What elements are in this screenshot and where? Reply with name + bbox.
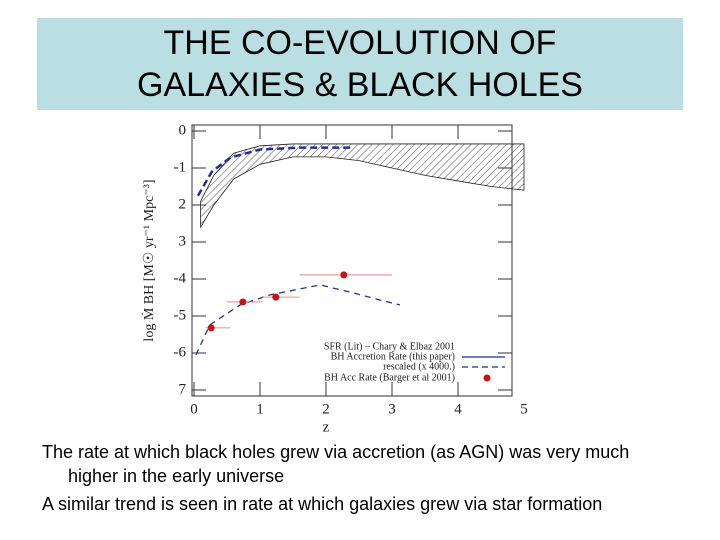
y-tick-label: 7 xyxy=(179,381,187,397)
data-point xyxy=(272,293,280,301)
y-tick-label: -6 xyxy=(174,344,187,360)
y-tick-label: 2 xyxy=(179,196,187,212)
legend-swatch xyxy=(483,374,491,382)
data-point xyxy=(207,324,215,332)
slide-title: THE CO-EVOLUTION OF GALAXIES & BLACK HOL… xyxy=(37,22,683,106)
legend-label: BH Accretion Rate (this paper) xyxy=(331,351,455,362)
y-tick-label: 0 xyxy=(179,122,187,138)
x-tick-label: 5 xyxy=(520,401,528,417)
x-axis-label: z xyxy=(323,419,330,435)
y-axis-label: log Ṁ BH [M☉ yr⁻¹ Mpc⁻³] xyxy=(141,179,157,341)
legend-label: rescaled (x 4000.) xyxy=(383,361,455,372)
title-line: THE CO-EVOLUTION OF xyxy=(163,24,557,62)
plot-frame xyxy=(191,124,513,397)
sfr-band xyxy=(200,143,525,229)
title-line: GALAXIES & BLACK HOLES xyxy=(137,66,583,104)
bullet-list: The rate at which black holes grew via a… xyxy=(42,440,682,520)
x-tick-label: 1 xyxy=(256,401,264,417)
data-point xyxy=(239,298,247,306)
legend-label: BH Acc Rate (Barger et al 2001) xyxy=(324,372,455,383)
bullet: A similar trend is seen in rate at which… xyxy=(42,494,603,514)
title-band xyxy=(37,18,683,110)
x-tick-label: 0 xyxy=(190,401,198,417)
y-tick-label: 3 xyxy=(179,233,187,249)
series-line xyxy=(195,284,401,356)
x-tick-label: 2 xyxy=(322,401,330,417)
data-point xyxy=(340,271,348,279)
bullet: The rate at which black holes grew via a… xyxy=(42,442,630,486)
y-tick-label: -1 xyxy=(174,159,187,175)
x-tick-label: 4 xyxy=(454,401,462,417)
series-line xyxy=(196,146,353,197)
y-tick-label: -5 xyxy=(174,307,187,323)
y-tick-label: -4 xyxy=(174,270,187,286)
x-tick-label: 3 xyxy=(388,401,396,417)
legend-label: SFR (Lit) – Chary & Elbaz 2001 xyxy=(324,341,455,352)
